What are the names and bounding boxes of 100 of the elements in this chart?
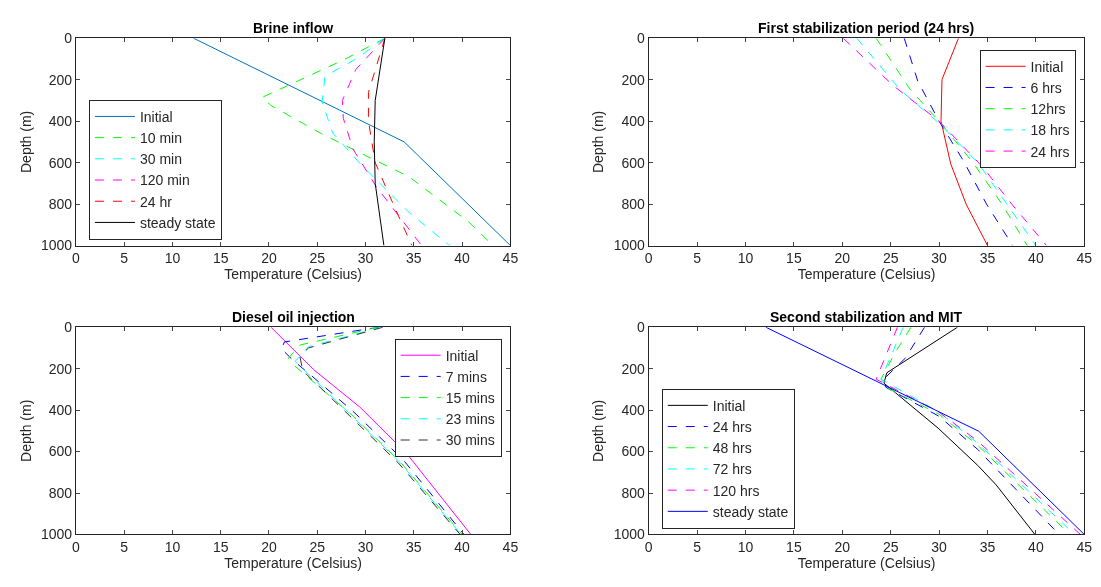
x-tick-label: 45	[502, 539, 519, 556]
legend-label: 72 hrs	[712, 461, 752, 478]
line-series	[321, 38, 451, 246]
y-tick-label: 1000	[40, 237, 73, 254]
x-tick-label: 20	[834, 539, 851, 556]
legend-label: 12hrs	[1030, 101, 1066, 118]
y-tick-label: 200	[48, 71, 73, 88]
legend-label: steady state	[139, 214, 216, 231]
x-tick-label: 5	[693, 539, 702, 556]
y-tick-label: 200	[621, 71, 646, 88]
x-tick-label: 30	[357, 539, 374, 556]
y-tick-label: 800	[621, 484, 646, 501]
y-tick-label: 400	[48, 402, 73, 418]
chart-title: Second stabilization and MIT	[770, 309, 963, 325]
y-tick-label: 600	[48, 443, 73, 460]
x-axis-title: Temperature (Celsius)	[224, 266, 362, 283]
x-tick-label: 15	[212, 250, 229, 267]
y-tick-label: 800	[48, 195, 73, 212]
x-tick-label: 15	[786, 539, 802, 556]
line-series	[367, 38, 413, 246]
x-tick-label: 25	[309, 539, 326, 556]
chart-title: Brine inflow	[253, 20, 334, 36]
chart-title: First stabilization period (24 hrs)	[758, 20, 975, 36]
x-tick-label: 20	[261, 250, 277, 267]
x-tick-label: 35	[979, 539, 996, 556]
x-axis-title: Temperature (Celsius)	[797, 555, 936, 572]
x-tick-label: 40	[454, 250, 471, 267]
x-tick-label: 35	[406, 250, 422, 267]
y-tick-label: 600	[48, 154, 73, 171]
y-axis-title: Depth (m)	[590, 399, 607, 462]
legend-label: 24 hrs	[712, 419, 752, 436]
x-tick-label: 45	[1076, 250, 1093, 267]
x-axis-title: Temperature (Celsius)	[224, 555, 362, 572]
x-tick-label: 40	[1028, 539, 1044, 556]
legend-label: 23 mins	[445, 411, 495, 428]
y-tick-label: 0	[637, 30, 646, 47]
x-tick-label: 10	[164, 539, 181, 556]
x-tick-label: 25	[882, 539, 899, 556]
legend-label: Initial	[1030, 58, 1064, 75]
x-tick-label: 45	[1076, 539, 1093, 556]
x-tick-label: 10	[737, 250, 754, 267]
x-axis-title: Temperature (Celsius)	[797, 266, 936, 283]
x-tick-label: 35	[406, 539, 422, 556]
y-tick-label: 1000	[40, 526, 73, 543]
x-tick-label: 20	[261, 539, 277, 556]
y-axis-title: Depth (m)	[17, 399, 34, 462]
line-series	[341, 38, 423, 246]
legend-label: 24 hr	[139, 193, 173, 210]
legend-label: 24 hrs	[1030, 143, 1070, 160]
y-tick-label: 800	[621, 195, 646, 212]
x-tick-label: 5	[120, 539, 129, 556]
chart-title: Diesel oil injection	[232, 309, 355, 325]
x-tick-label: 40	[1028, 250, 1044, 267]
legend-label: 120 hrs	[712, 482, 760, 499]
x-tick-label: 25	[882, 250, 899, 267]
legend-label: Initial	[712, 397, 746, 414]
legend-label: Initial	[139, 108, 173, 125]
y-tick-label: 0	[637, 319, 646, 336]
y-tick-label: 800	[48, 484, 73, 501]
y-tick-label: 400	[48, 113, 73, 130]
legend-label: 7 mins	[445, 368, 487, 385]
legend-label: 30 mins	[445, 432, 495, 449]
y-tick-label: 400	[621, 113, 646, 130]
x-tick-label: 15	[212, 539, 229, 556]
y-tick-label: 0	[64, 319, 73, 336]
line-series	[875, 38, 1028, 246]
legend-label: Initial	[445, 347, 479, 364]
legend-label: 30 min	[139, 151, 182, 168]
line-series	[940, 38, 988, 246]
x-tick-label: 20	[834, 250, 851, 267]
x-tick-label: 5	[120, 250, 129, 267]
legend-label: 6 hrs	[1030, 79, 1062, 96]
y-tick-label: 1000	[613, 526, 646, 543]
x-tick-label: 30	[931, 539, 948, 556]
y-axis-title: Depth (m)	[590, 110, 607, 174]
line-series	[373, 38, 386, 246]
y-axis-title: Depth (m)	[17, 110, 34, 174]
y-tick-label: 600	[621, 154, 646, 171]
x-tick-label: 10	[164, 250, 181, 267]
x-tick-label: 45	[502, 250, 519, 267]
legend-label: 120 min	[139, 172, 190, 189]
x-tick-label: 30	[357, 250, 374, 267]
legend-label: 18 hrs	[1030, 122, 1070, 139]
legend-label: 15 mins	[445, 390, 495, 407]
x-tick-label: 30	[931, 250, 948, 267]
legend-label: 10 min	[139, 130, 182, 147]
x-tick-label: 15	[786, 250, 802, 267]
y-tick-label: 1000	[613, 237, 646, 254]
x-tick-label: 35	[979, 250, 996, 267]
x-tick-label: 5	[693, 250, 702, 267]
y-tick-label: 600	[621, 443, 646, 460]
y-tick-label: 200	[48, 360, 73, 377]
x-tick-label: 40	[454, 539, 471, 556]
x-tick-label: 25	[309, 250, 326, 267]
legend-label: steady state	[712, 503, 789, 520]
legend-label: 48 hrs	[712, 440, 752, 457]
y-tick-label: 200	[621, 360, 646, 377]
x-tick-label: 10	[737, 539, 754, 556]
y-tick-label: 0	[64, 30, 73, 47]
y-tick-label: 400	[621, 402, 646, 418]
